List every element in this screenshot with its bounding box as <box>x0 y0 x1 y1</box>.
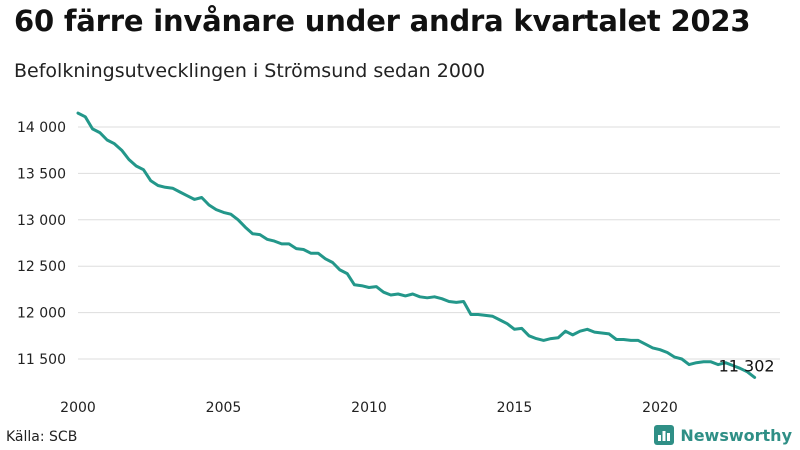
x-tick-label: 2005 <box>206 400 242 416</box>
y-tick-label: 12 500 <box>17 259 66 275</box>
y-tick-label: 13 000 <box>17 213 66 229</box>
population-line <box>76 111 757 379</box>
y-axis-ticks: 11 500 12 000 12 500 13 000 13 500 14 000 <box>17 120 66 368</box>
end-value-label: 11 302 <box>719 356 775 375</box>
x-tick-label: 2010 <box>351 400 387 416</box>
x-tick-label: 2000 <box>60 400 96 416</box>
source-note: Källa: SCB <box>6 429 78 445</box>
brand-logo[interactable]: Newsworthy <box>654 425 792 445</box>
brand-name: Newsworthy <box>680 425 792 445</box>
y-tick-label: 12 000 <box>17 306 66 322</box>
y-tick-label: 14 000 <box>17 120 66 136</box>
x-tick-label: 2020 <box>642 400 678 416</box>
y-tick-label: 13 500 <box>17 166 66 182</box>
y-tick-label: 11 500 <box>17 352 66 368</box>
newsworthy-logo-icon <box>654 425 675 445</box>
x-tick-label: 2015 <box>497 400 533 416</box>
chart-subtitle: Befolkningsutvecklingen i Strömsund seda… <box>14 60 486 82</box>
line-chart: 11 500 12 000 12 500 13 000 13 500 14 000 200… <box>17 111 780 416</box>
x-axis-ticks: 2000 2005 2010 2015 2020 <box>60 400 678 416</box>
gridlines <box>78 126 780 360</box>
chart-title: 60 färre invånare under andra kvartalet … <box>14 4 751 38</box>
